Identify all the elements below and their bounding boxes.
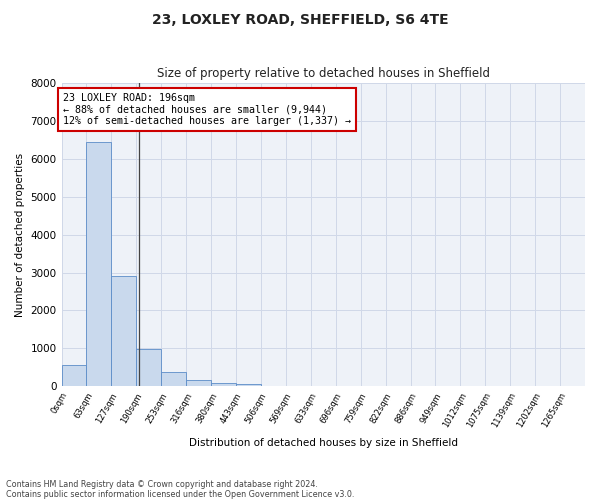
Bar xyxy=(236,384,261,386)
Bar xyxy=(136,348,161,386)
Bar xyxy=(186,380,211,386)
Bar xyxy=(86,142,112,386)
Text: 23 LOXLEY ROAD: 196sqm
← 88% of detached houses are smaller (9,944)
12% of semi-: 23 LOXLEY ROAD: 196sqm ← 88% of detached… xyxy=(63,93,351,126)
Text: 23, LOXLEY ROAD, SHEFFIELD, S6 4TE: 23, LOXLEY ROAD, SHEFFIELD, S6 4TE xyxy=(152,12,448,26)
Text: Contains HM Land Registry data © Crown copyright and database right 2024.
Contai: Contains HM Land Registry data © Crown c… xyxy=(6,480,355,499)
Bar xyxy=(161,372,186,386)
Title: Size of property relative to detached houses in Sheffield: Size of property relative to detached ho… xyxy=(157,66,490,80)
Bar xyxy=(211,382,236,386)
Y-axis label: Number of detached properties: Number of detached properties xyxy=(15,152,25,317)
X-axis label: Distribution of detached houses by size in Sheffield: Distribution of detached houses by size … xyxy=(189,438,458,448)
Bar xyxy=(62,365,86,386)
Bar xyxy=(112,276,136,386)
